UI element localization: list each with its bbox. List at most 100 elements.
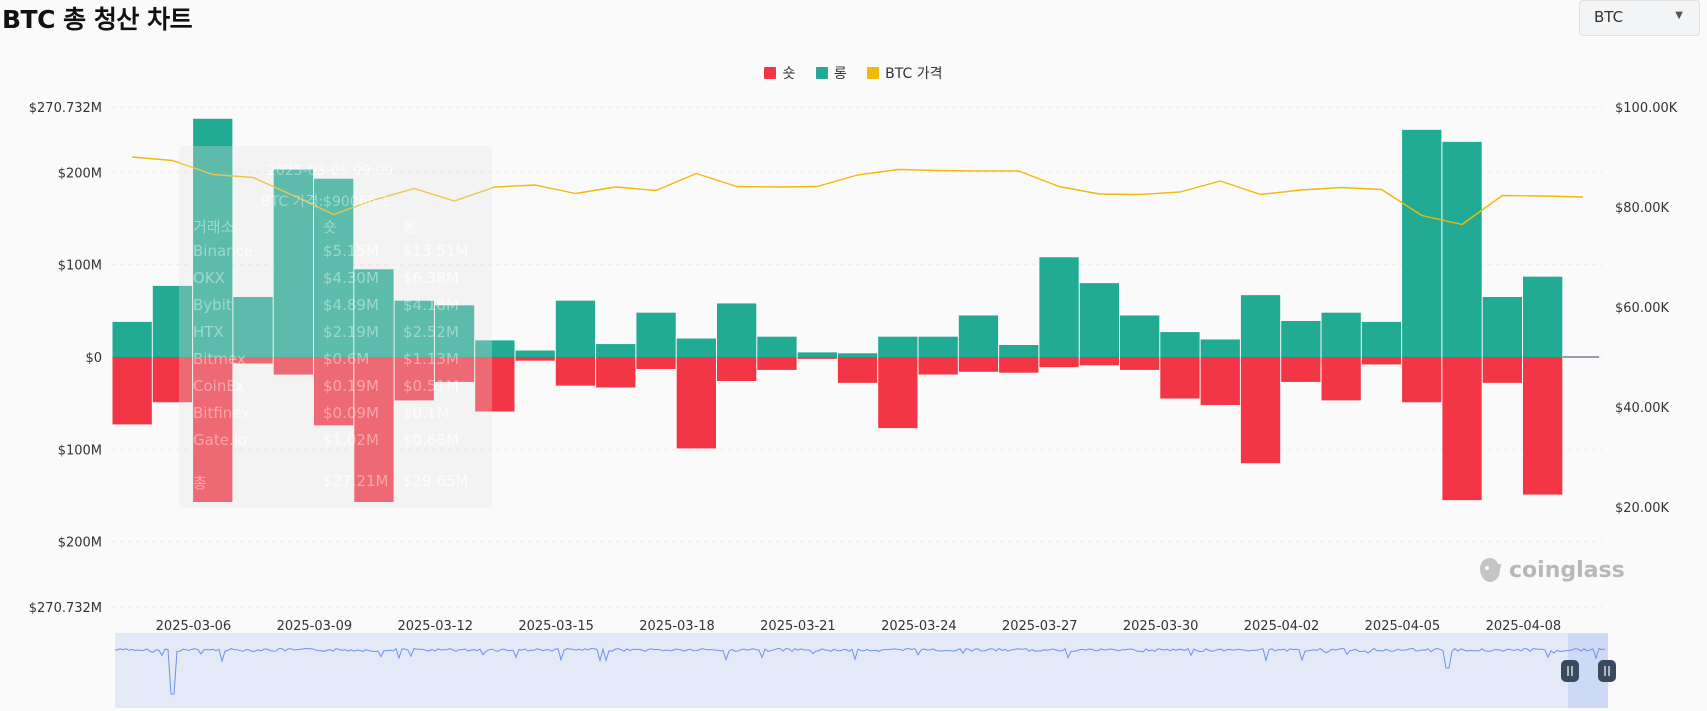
x-tick-label: 2025-03-09 bbox=[277, 619, 353, 634]
bar-short[interactable] bbox=[1240, 357, 1281, 464]
bar-short[interactable] bbox=[1079, 357, 1119, 366]
bar-short[interactable] bbox=[999, 357, 1039, 373]
tooltip-short: $1.02M bbox=[323, 431, 379, 449]
bar-long[interactable] bbox=[152, 285, 193, 357]
bar-short[interactable] bbox=[757, 357, 797, 370]
bar-long[interactable] bbox=[1402, 129, 1442, 357]
tooltip-long: $0.51M bbox=[403, 377, 459, 395]
bar-long[interactable] bbox=[193, 118, 233, 357]
bar-short[interactable] bbox=[878, 357, 918, 429]
legend-item-long[interactable]: 롱 bbox=[815, 63, 847, 83]
bar-long[interactable] bbox=[636, 312, 676, 357]
bar-short[interactable] bbox=[596, 357, 636, 388]
bar-short[interactable] bbox=[837, 357, 878, 383]
bar-long[interactable] bbox=[1160, 332, 1200, 357]
bar-short[interactable] bbox=[394, 357, 434, 401]
tooltip-exchange: Gate.io bbox=[193, 431, 248, 449]
bar-long[interactable] bbox=[1200, 339, 1240, 357]
coin-selector[interactable]: BTC ▼ bbox=[1579, 0, 1700, 36]
bar-short[interactable] bbox=[555, 357, 596, 386]
bar-long[interactable] bbox=[878, 336, 918, 357]
bar-long[interactable] bbox=[757, 336, 797, 357]
x-tick-label: 2025-03-27 bbox=[1002, 619, 1078, 634]
bar-short[interactable] bbox=[1482, 357, 1522, 383]
bar-long[interactable] bbox=[797, 352, 837, 357]
bar-long[interactable] bbox=[999, 344, 1039, 357]
bar-long[interactable] bbox=[515, 350, 555, 357]
bar-long[interactable] bbox=[1079, 283, 1119, 357]
bar-short[interactable] bbox=[1442, 357, 1482, 501]
tooltip-row: Bybit $4.89M $4.18M bbox=[193, 296, 478, 318]
navigator-track[interactable] bbox=[115, 633, 1608, 708]
bar-long[interactable] bbox=[1442, 141, 1482, 357]
bar-long[interactable] bbox=[1321, 312, 1361, 357]
y-left-tick-label: $100M bbox=[58, 259, 102, 274]
page-title: BTC 총 청산 차트 bbox=[2, 5, 193, 34]
legend-swatch-long bbox=[815, 67, 828, 79]
bar-long[interactable] bbox=[1361, 321, 1402, 357]
bar-short[interactable] bbox=[515, 357, 555, 361]
coin-selector-value: BTC bbox=[1594, 8, 1624, 26]
bar-short[interactable] bbox=[273, 357, 313, 375]
bar-long[interactable] bbox=[112, 321, 152, 357]
bar-short[interactable] bbox=[152, 357, 193, 403]
tooltip-short: $4.30M bbox=[323, 269, 379, 287]
bar-short[interactable] bbox=[717, 357, 757, 382]
bar-long[interactable] bbox=[717, 303, 757, 357]
watermark-text: coinglass bbox=[1509, 557, 1625, 583]
bar-short[interactable] bbox=[1523, 357, 1563, 495]
bar-long[interactable] bbox=[475, 340, 515, 357]
bar-short[interactable] bbox=[112, 357, 152, 425]
bar-long[interactable] bbox=[1120, 315, 1160, 357]
bar-long[interactable] bbox=[555, 300, 596, 357]
bar-long[interactable] bbox=[1482, 296, 1522, 357]
bar-long[interactable] bbox=[1523, 276, 1563, 357]
bar-short[interactable] bbox=[918, 357, 958, 375]
bar-short[interactable] bbox=[233, 357, 273, 364]
bar-short[interactable] bbox=[1361, 357, 1402, 365]
bar-short[interactable] bbox=[434, 357, 475, 382]
bar-long[interactable] bbox=[1281, 320, 1321, 357]
bar-long[interactable] bbox=[918, 336, 958, 357]
tooltip-row: CoinEx $0.19M $0.51M bbox=[193, 377, 478, 399]
bar-short[interactable] bbox=[1160, 357, 1200, 399]
navigator-handle-left[interactable] bbox=[1561, 660, 1579, 682]
y-right-tick-label: $80.00K bbox=[1615, 201, 1669, 216]
bar-short[interactable] bbox=[193, 357, 233, 502]
bar-short[interactable] bbox=[797, 357, 837, 359]
bar-short[interactable] bbox=[1402, 357, 1442, 403]
bar-short[interactable] bbox=[1281, 357, 1321, 382]
bar-short[interactable] bbox=[1321, 357, 1361, 401]
tooltip-header-short: 숏 bbox=[323, 218, 337, 236]
bar-short[interactable] bbox=[1039, 357, 1079, 368]
bar-long[interactable] bbox=[394, 300, 434, 357]
bar-short[interactable] bbox=[354, 357, 394, 502]
bar-long[interactable] bbox=[596, 344, 636, 357]
bar-long[interactable] bbox=[434, 305, 475, 357]
bar-short[interactable] bbox=[636, 357, 676, 370]
x-tick-label: 2025-03-24 bbox=[881, 619, 957, 634]
tooltip-long: $0.68M bbox=[403, 431, 459, 449]
bar-short[interactable] bbox=[475, 357, 515, 412]
legend-item-short[interactable]: 숏 bbox=[764, 63, 795, 83]
navigator-handle-right[interactable] bbox=[1598, 660, 1616, 682]
bar-short[interactable] bbox=[958, 357, 999, 372]
legend-swatch-price bbox=[867, 67, 880, 79]
bar-short[interactable] bbox=[1200, 357, 1240, 406]
bar-long[interactable] bbox=[676, 338, 716, 357]
tooltip-row: Binance $5.15M $13.51M bbox=[193, 242, 478, 264]
tooltip-short: $0.19M bbox=[323, 377, 379, 395]
bar-short[interactable] bbox=[314, 357, 354, 426]
legend-item-price[interactable]: BTC 가격 bbox=[867, 63, 943, 83]
bar-long[interactable] bbox=[273, 169, 313, 357]
bar-long[interactable] bbox=[958, 315, 999, 357]
bar-long[interactable] bbox=[1039, 257, 1079, 357]
bar-short[interactable] bbox=[676, 357, 716, 449]
bar-long[interactable] bbox=[233, 296, 273, 357]
bar-long[interactable] bbox=[837, 353, 878, 357]
x-tick-label: 2025-04-08 bbox=[1486, 619, 1562, 634]
bar-long[interactable] bbox=[354, 269, 394, 357]
bar-long[interactable] bbox=[1240, 295, 1281, 357]
bar-short[interactable] bbox=[1120, 357, 1160, 370]
